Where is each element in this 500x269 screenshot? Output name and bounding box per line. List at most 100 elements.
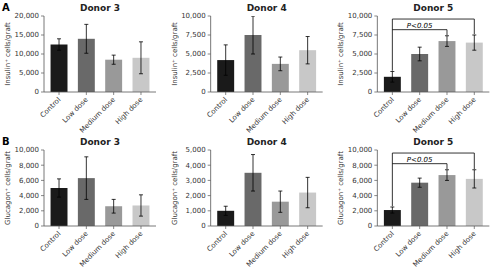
error-bar-line <box>392 71 393 82</box>
x-tick <box>446 226 447 229</box>
x-tick <box>86 226 87 229</box>
error-bar-cap <box>390 213 394 214</box>
error-bar-line <box>419 178 420 187</box>
error-bar-line <box>280 191 281 212</box>
y-tick-label: 5,000 <box>352 50 372 58</box>
error-bar-line <box>446 170 447 181</box>
y-tick-label: 5,000 <box>186 146 206 154</box>
y-axis-line <box>44 150 45 226</box>
error-bar-cap <box>57 50 61 51</box>
y-tick-label: 0 <box>368 88 372 96</box>
x-tick <box>113 92 114 95</box>
error-bar-cap <box>472 188 476 189</box>
y-axis-label: Glucagon⁺ cells/graft <box>4 151 12 225</box>
y-tick-label: 2,000 <box>352 207 372 215</box>
panel: BDonor 3Glucagon⁺ cells/graft02,0004,000… <box>2 136 156 269</box>
bar <box>411 183 428 226</box>
y-tick <box>374 35 377 36</box>
y-tick-label: 1,000 <box>186 207 206 215</box>
x-tick-label: High dose <box>447 230 477 260</box>
x-tick-label: Control <box>372 230 396 254</box>
y-tick-label: 20,000 <box>15 12 40 20</box>
significance-bracket <box>392 19 474 71</box>
x-tick <box>419 92 420 95</box>
y-tick-label: 2,000 <box>186 192 206 200</box>
y-axis-label: Insulin⁺ cells/graft <box>171 22 179 86</box>
y-tick-label: 0 <box>35 88 39 96</box>
x-tick <box>140 92 141 95</box>
error-bar-line <box>225 45 226 75</box>
error-bar-line <box>225 206 226 215</box>
bracket-leg <box>446 164 447 169</box>
panel: Donor 5Insulin⁺ cells/graft02,5005,0007,… <box>337 3 489 135</box>
y-tick-label: 10,000 <box>181 12 206 20</box>
error-bar <box>418 178 422 187</box>
error-bar <box>139 195 143 216</box>
error-bar-line <box>113 55 114 64</box>
y-tick <box>208 180 211 181</box>
error-bar-cap <box>112 199 116 200</box>
error-bar <box>445 36 449 47</box>
x-tick-label: High dose <box>114 96 144 126</box>
error-bar-line <box>446 36 447 47</box>
error-bar-cap <box>84 199 88 200</box>
significance-label: P<0.05 <box>407 156 433 164</box>
x-tick-label: High dose <box>281 230 311 260</box>
error-bar-line <box>474 35 475 50</box>
error-bar-cap <box>390 82 394 83</box>
y-tick <box>41 35 44 36</box>
x-axis-line <box>211 226 323 227</box>
x-tick-label: Medium dose <box>78 96 117 135</box>
x-axis-line <box>44 92 156 93</box>
error-bar-cap <box>224 206 228 207</box>
error-bar-line <box>307 177 308 207</box>
y-tick-label: 7,500 <box>352 31 372 39</box>
bar <box>51 45 68 93</box>
y-tick <box>374 150 377 151</box>
error-bar <box>472 170 476 188</box>
x-tick-label: Control <box>206 230 230 254</box>
error-bar-cap <box>251 191 255 192</box>
error-bar-line <box>474 170 475 188</box>
y-tick <box>208 73 211 74</box>
panel-title: Donor 5 <box>413 137 453 147</box>
x-tick <box>392 92 393 95</box>
panel: Donor 5Glucagon⁺ cells/graft02,0004,0006… <box>337 137 489 269</box>
y-tick <box>374 54 377 55</box>
error-bar-line <box>280 57 281 71</box>
y-tick-label: 7,500 <box>186 31 206 39</box>
x-tick <box>253 92 254 95</box>
panel-title: Donor 4 <box>247 3 287 13</box>
x-tick-label: Low dose <box>61 96 90 125</box>
x-tick <box>280 226 281 229</box>
error-bar-cap <box>445 169 449 170</box>
y-tick-label: 10,000 <box>15 146 40 154</box>
error-bar-cap <box>112 55 116 56</box>
y-axis-label: Glucagon⁺ cells/graft <box>337 151 345 225</box>
error-bar-cap <box>57 197 61 198</box>
error-bar-line <box>140 195 141 216</box>
y-tick-label: 5,000 <box>19 69 39 77</box>
x-tick <box>59 92 60 95</box>
error-bar <box>112 55 116 64</box>
error-bar-line <box>419 47 420 61</box>
error-bar <box>306 37 310 64</box>
error-bar-cap <box>278 191 282 192</box>
error-bar-line <box>86 157 87 200</box>
y-tick-label: 0 <box>368 222 372 230</box>
error-bar-cap <box>139 73 143 74</box>
error-bar-line <box>253 155 254 191</box>
y-tick <box>208 92 211 93</box>
y-axis-label: Glucagon⁺ cells/graft <box>171 151 179 225</box>
error-bar <box>278 57 282 71</box>
y-tick <box>41 150 44 151</box>
error-bar-cap <box>445 46 449 47</box>
error-bar-cap <box>251 16 255 17</box>
panel-title: Donor 3 <box>80 3 120 13</box>
x-tick-label: Control <box>39 96 63 120</box>
error-bar <box>390 71 394 82</box>
y-tick <box>374 180 377 181</box>
plot-area <box>384 35 483 92</box>
x-tick-label: Control <box>39 230 63 254</box>
x-axis-line <box>377 92 489 93</box>
